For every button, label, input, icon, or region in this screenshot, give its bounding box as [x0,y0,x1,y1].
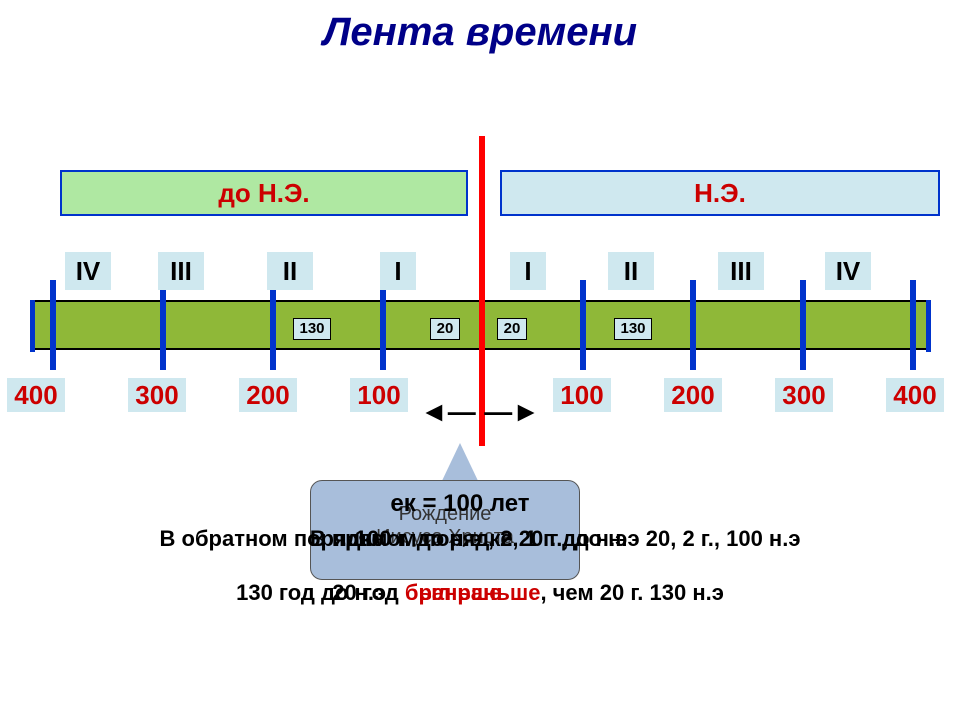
overlay-line1c: …100 г. до н.э., 2, 1 г. до н.э [180,526,780,552]
roman-bc-2: II [267,252,313,290]
roman-bc-4: IV [65,252,111,290]
mini-bc-20: 20 [430,318,460,340]
tick-end-left [30,300,35,352]
overlay-2c: раньше [260,580,660,606]
roman-ad-2: II [608,252,654,290]
arrow-right-icon: —► [484,396,540,428]
callout-tail [440,443,480,485]
mini-ad-20: 20 [497,318,527,340]
direction-arrows: ◄— —► [0,396,960,428]
page-title: Лента времени [0,10,960,55]
roman-ad-1: I [510,252,546,290]
tick-end-right [926,300,931,352]
tick-ad-300 [800,280,806,370]
tick-ad-200 [690,280,696,370]
roman-bc-3: III [158,252,204,290]
tick-bc-100 [380,280,386,370]
roman-ad-4: IV [825,252,871,290]
roman-ad-3: III [718,252,764,290]
tick-ad-100 [580,280,586,370]
tick-ad-400 [910,280,916,370]
tick-bc-300 [160,280,166,370]
overlay-2c-red: раньше [418,580,501,605]
tick-bc-200 [270,280,276,370]
mini-ad-130: 130 [614,318,652,340]
era-ad-box: Н.Э. [500,170,940,216]
roman-bc-1: I [380,252,416,290]
mini-bc-130: 130 [293,318,331,340]
era-bc-box: до Н.Э. [60,170,468,216]
overlay-century: ек = 100 лет [160,490,760,518]
tick-bc-400 [50,280,56,370]
arrow-left-icon: ◄— [420,396,476,428]
